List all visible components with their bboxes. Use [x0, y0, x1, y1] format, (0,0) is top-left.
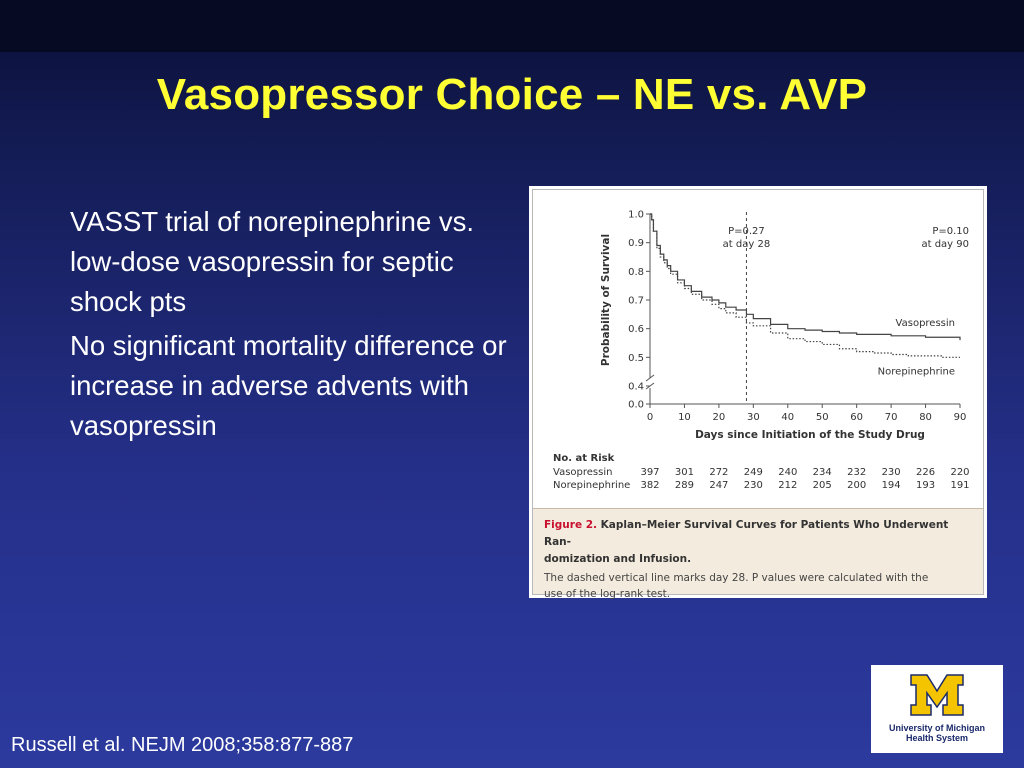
slide-title: Vasopressor Choice – NE vs. AVP [156, 70, 868, 119]
survival-chart: 0.0 0.4 0.5 0.6 0.7 0.8 0.9 1.0 0 10 20 30 40 50 60 70 8… [553, 210, 970, 492]
p-value-annotation: P=0.10 [932, 226, 969, 237]
caption-title-text: Kaplan–Meier Survival Curves for Patient… [544, 519, 949, 548]
bullet-item-1: VASST trial of norepinephrine vs. low-do… [70, 206, 475, 317]
at-risk-value: 230 [744, 480, 763, 491]
x-tick-label: 30 [747, 412, 760, 423]
caption-title-text-2: domization and Infusion. [544, 553, 692, 565]
at-risk-value: 272 [709, 467, 728, 478]
y-tick-label: 0.0 [628, 400, 644, 411]
x-tick-label: 80 [919, 412, 932, 423]
university-logo: University of Michigan Health System [871, 665, 1003, 753]
at-risk-value: 193 [916, 480, 935, 491]
at-risk-value: 205 [813, 480, 832, 491]
at-risk-value: 289 [675, 480, 694, 491]
y-tick-label: 0.6 [628, 324, 644, 335]
at-risk-value: 232 [847, 467, 866, 478]
caption-figure-label: Figure 2. [544, 519, 598, 531]
x-tick-label: 90 [954, 412, 967, 423]
top-band [0, 0, 1024, 52]
figure-caption: Figure 2. Kaplan–Meier Survival Curves f… [533, 508, 983, 600]
at-risk-value: 397 [640, 467, 659, 478]
at-risk-row-label: Vasopressin [553, 467, 612, 478]
x-tick-label: 0 [647, 412, 653, 423]
y-tick-label: 0.5 [628, 353, 644, 364]
at-risk-value: 230 [882, 467, 901, 478]
x-tick-label: 10 [678, 412, 691, 423]
p-value-annotation: P=0.27 [728, 226, 765, 237]
caption-body: The dashed vertical line marks day 28. P… [544, 570, 973, 602]
at-risk-value: 234 [813, 467, 832, 478]
series-label-norepinephrine: Norepinephrine [878, 366, 955, 377]
x-axis-label: Days since Initiation of the Study Drug [695, 429, 925, 441]
y-tick-label: 0.9 [628, 238, 644, 249]
block-m-icon [910, 674, 964, 716]
y-tick-label: 0.7 [628, 296, 644, 307]
x-tick-label: 60 [850, 412, 863, 423]
y-axis-label: Probability of Survival [600, 234, 612, 366]
series-label-vasopressin: Vasopressin [896, 318, 955, 329]
at-risk-value: 226 [916, 467, 935, 478]
logo-text: University of Michigan Health System [871, 723, 1003, 743]
x-tick-label: 50 [816, 412, 829, 423]
axis-break-mark [645, 374, 655, 382]
y-tick-label: 0.8 [628, 267, 644, 278]
y-tick-label: 0.4 [628, 382, 644, 393]
at-risk-value: 212 [778, 480, 797, 491]
caption-body-1: The dashed vertical line marks day 28. P… [544, 572, 929, 584]
citation: Russell et al. NEJM 2008;358:877-887 [11, 734, 354, 756]
at-risk-value: 240 [778, 467, 797, 478]
at-risk-value: 220 [950, 467, 969, 478]
series-line-vasopressin [650, 213, 961, 341]
logo-text-line1: University of Michigan [888, 723, 986, 733]
caption-title: Figure 2. Kaplan–Meier Survival Curves f… [544, 517, 973, 568]
at-risk-value: 382 [640, 480, 659, 491]
at-risk-value: 191 [950, 480, 969, 491]
at-risk-value: 249 [744, 467, 763, 478]
at-risk-value: 194 [882, 480, 901, 491]
at-risk-value: 301 [675, 467, 694, 478]
x-tick-label: 70 [885, 412, 898, 423]
caption-body-2: use of the log-rank test. [544, 588, 671, 600]
at-risk-row-label: Norepinephrine [553, 480, 630, 491]
at-risk-title: No. at Risk [553, 453, 615, 464]
bullet-item-2: No significant mortality difference or i… [70, 330, 507, 441]
p-value-annotation-day: at day 28 [723, 239, 771, 250]
at-risk-value: 200 [847, 480, 866, 491]
figure-panel: 0.0 0.4 0.5 0.6 0.7 0.8 0.9 1.0 0 10 20 30 40 50 60 70 8… [529, 186, 987, 600]
p-value-annotation-day: at day 90 [921, 239, 969, 250]
y-tick-label: 1.0 [628, 210, 644, 221]
bullet-list: VASST trial of norepinephrine vs. low-do… [70, 202, 520, 450]
at-risk-value: 247 [709, 480, 728, 491]
x-tick-label: 20 [713, 412, 726, 423]
x-tick-label: 40 [781, 412, 794, 423]
logo-text-line2: Health System [905, 733, 969, 743]
figure-frame: 0.0 0.4 0.5 0.6 0.7 0.8 0.9 1.0 0 10 20 30 40 50 60 70 8… [532, 189, 984, 600]
